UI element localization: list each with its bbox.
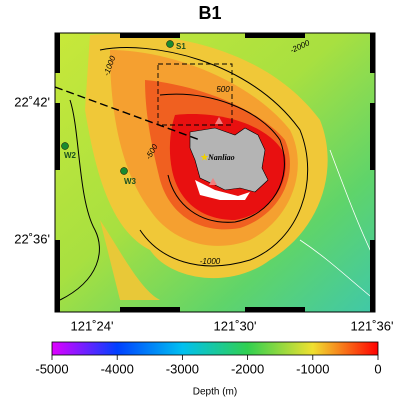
station-label: W3 <box>124 177 137 186</box>
colorbar-tick-label: -1000 <box>296 361 329 376</box>
colorbar-label: Depth (m) <box>193 387 237 398</box>
place-label: Nanliao <box>207 153 235 162</box>
site-marker: ★ <box>200 153 209 164</box>
station <box>120 167 128 175</box>
colorbar-tick-label: -4000 <box>101 361 134 376</box>
colorbar-tick-label: -2000 <box>231 361 264 376</box>
lon-label: 121˚36' <box>351 318 394 333</box>
contour-label: 500 <box>216 85 230 94</box>
map-frame <box>54 32 376 313</box>
lon-label: 121˚24' <box>71 318 114 333</box>
contour-label: -1000 <box>200 257 221 266</box>
station-label: S1 <box>176 42 186 51</box>
colorbar-tick-label: 0 <box>374 361 381 376</box>
colorbar <box>51 341 379 356</box>
station <box>166 40 174 48</box>
station-label: W2 <box>64 151 77 160</box>
colorbar-tick-label: -5000 <box>35 361 68 376</box>
bathymetry <box>55 33 375 312</box>
lon-label: 121˚30' <box>214 318 257 333</box>
station <box>61 142 69 150</box>
colorbar-tick-label: -3000 <box>166 361 199 376</box>
lat-label: 22˚36' <box>14 231 50 246</box>
colorbar-ticks: -5000 -4000 -3000 -2000 -1000 0 <box>35 355 382 376</box>
map-title: B1 <box>198 3 221 23</box>
lat-label: 22˚42' <box>14 94 50 109</box>
